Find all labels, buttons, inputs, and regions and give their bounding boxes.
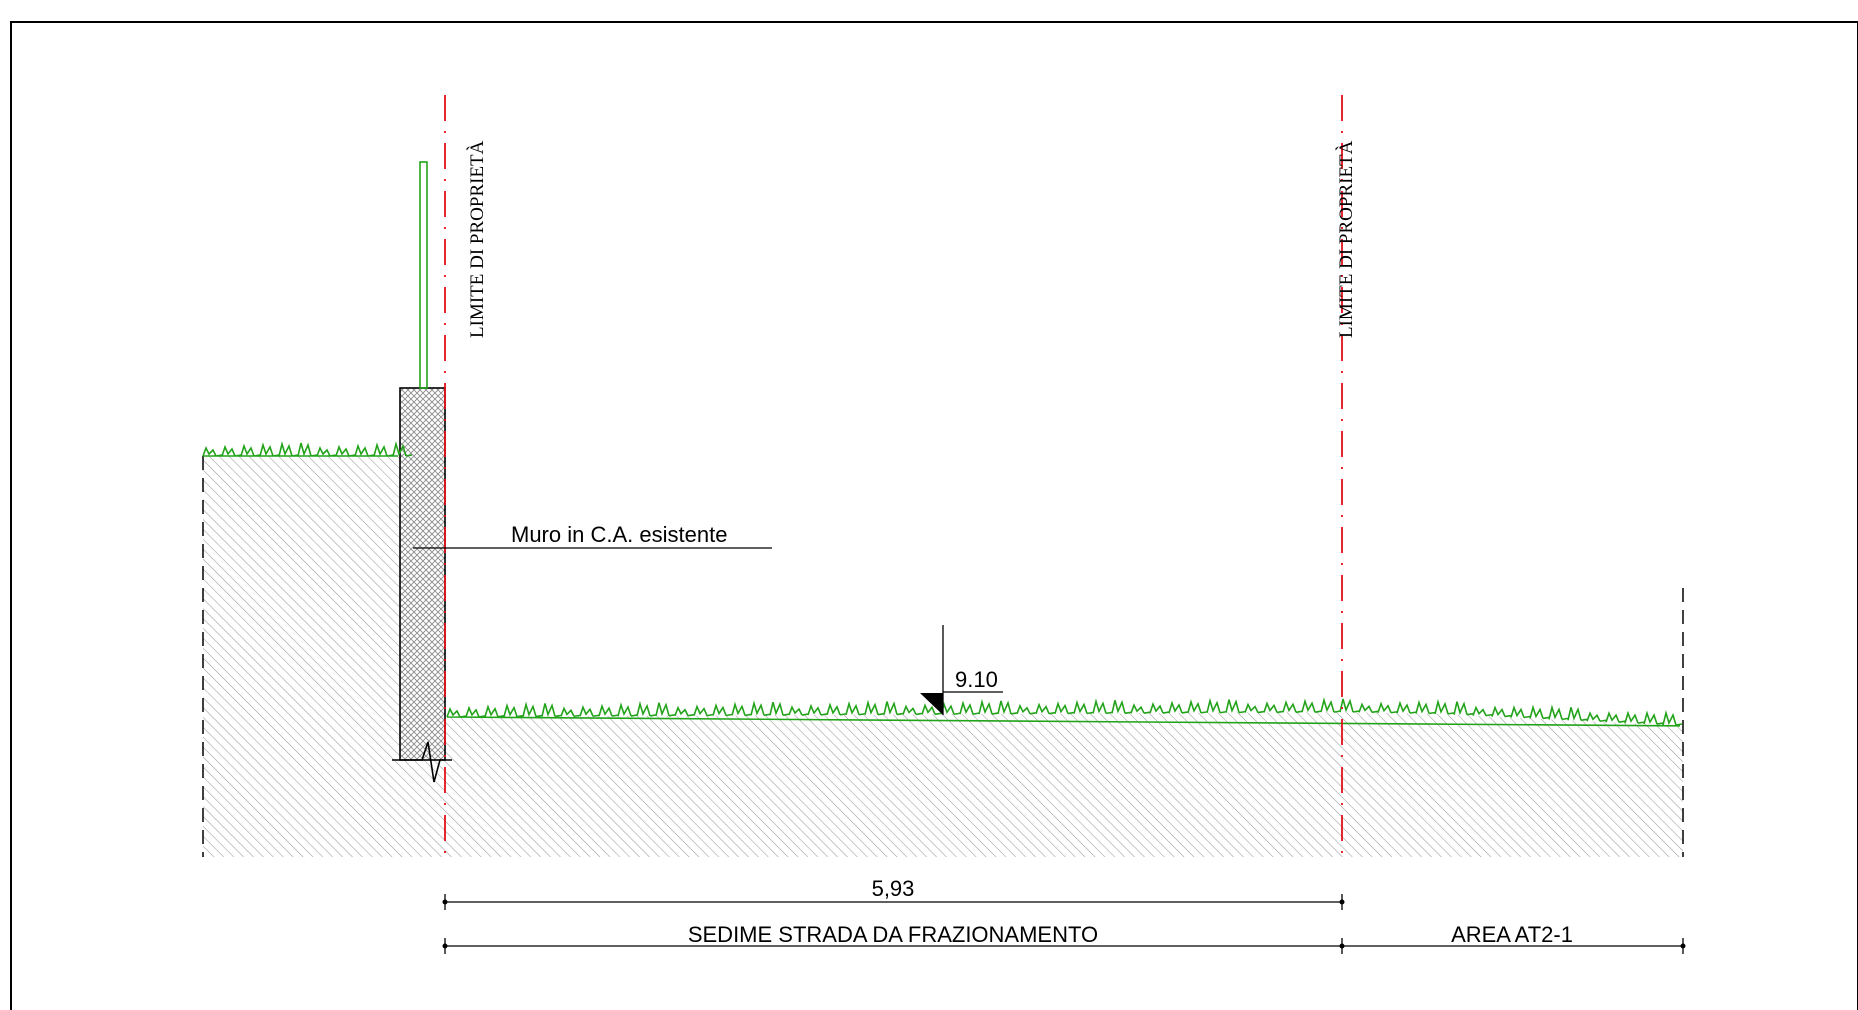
wall-break-line (392, 741, 452, 783)
concrete-wall (399, 387, 446, 761)
area-dot-left (442, 943, 448, 949)
soil-lower (445, 712, 1683, 857)
dimension-value: 5,93 (872, 876, 915, 901)
property-limit-label-right: LIMITE DI PROPRIETÀ (1335, 140, 1357, 338)
area-dot-mid (1339, 943, 1345, 949)
sheet-border (10, 21, 1858, 1010)
dimension-dot-left (442, 899, 448, 905)
elevation-value: 9.10 (955, 667, 998, 692)
road-area-label: SEDIME STRADA DA FRAZIONAMENTO (688, 922, 1098, 947)
adjacent-area-label: AREA AT2-1 (1451, 922, 1573, 947)
property-limit-label-left: LIMITE DI PROPRIETÀ (466, 140, 488, 338)
elevation-triangle-icon (920, 693, 943, 715)
grass-upper (202, 440, 413, 457)
grass-lower (446, 697, 1683, 727)
area-dot-right (1680, 943, 1686, 949)
dimension-dot-right (1339, 899, 1345, 905)
soil-wall-base (400, 760, 445, 857)
wall-callout-label: Muro in C.A. esistente (511, 522, 727, 547)
soil-upper-left (203, 456, 400, 857)
fence-post (419, 161, 428, 389)
